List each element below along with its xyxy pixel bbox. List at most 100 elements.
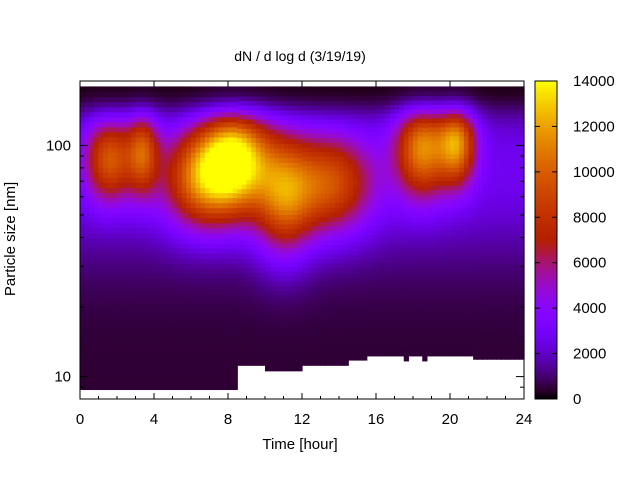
heatmap-cell xyxy=(84,364,90,370)
heatmap-cell xyxy=(269,100,275,106)
heatmap-cell xyxy=(385,319,391,325)
heatmap-cell xyxy=(112,374,118,380)
heatmap-cell xyxy=(191,308,197,315)
heatmap-cell xyxy=(228,268,234,274)
heatmap-cell xyxy=(454,297,460,303)
heatmap-cell xyxy=(158,313,164,320)
heatmap-cell xyxy=(399,189,405,195)
heatmap-cell xyxy=(195,227,201,234)
heatmap-cell xyxy=(371,252,377,258)
heatmap-cell xyxy=(348,118,354,124)
heatmap-cell xyxy=(297,105,303,111)
heatmap-cell xyxy=(306,360,312,366)
heatmap-cell xyxy=(436,117,442,123)
heatmap-cell xyxy=(445,189,451,195)
heatmap-cell xyxy=(426,99,433,105)
heatmap-cell xyxy=(278,309,285,315)
heatmap-cell xyxy=(339,290,345,297)
heatmap-cell xyxy=(204,323,211,330)
heatmap-cell xyxy=(107,288,113,295)
heatmap-cell xyxy=(191,364,197,370)
heatmap-cell xyxy=(315,91,322,97)
heatmap-cell xyxy=(366,207,372,213)
heatmap-cell xyxy=(315,207,322,213)
heatmap-cell xyxy=(144,101,150,108)
heatmap-cell xyxy=(283,257,289,263)
heatmap-cell xyxy=(315,151,322,157)
heatmap-cell xyxy=(84,293,90,300)
heatmap-cell xyxy=(241,346,248,352)
heatmap-cell xyxy=(200,237,206,244)
heatmap-cell xyxy=(422,356,428,362)
heatmap-cell xyxy=(454,301,460,308)
heatmap-cell xyxy=(283,105,289,111)
heatmap-cell xyxy=(218,323,224,330)
heatmap-cell xyxy=(209,227,215,234)
heatmap-cell xyxy=(431,351,437,357)
heatmap-cell xyxy=(93,232,100,239)
heatmap-cell xyxy=(93,126,100,133)
heatmap-cell xyxy=(320,118,326,125)
heatmap-cell xyxy=(260,323,266,329)
heatmap-cell xyxy=(371,122,377,128)
heatmap-cell xyxy=(389,185,396,191)
heatmap-cell xyxy=(167,187,174,194)
heatmap-cell xyxy=(315,225,322,232)
heatmap-cell xyxy=(459,257,465,263)
heatmap-cell xyxy=(459,144,465,150)
heatmap-cell xyxy=(459,126,465,132)
heatmap-cell xyxy=(334,193,340,199)
heatmap-cell xyxy=(371,328,377,334)
heatmap-cell xyxy=(357,95,363,101)
heatmap-cell xyxy=(80,131,86,138)
heatmap-cell xyxy=(417,171,423,177)
heatmap-cell xyxy=(288,152,294,159)
heatmap-cell xyxy=(408,108,414,114)
heatmap-cell xyxy=(329,100,335,106)
heatmap-cell xyxy=(417,99,423,105)
heatmap-cell xyxy=(348,186,354,192)
heatmap-cell xyxy=(260,118,266,125)
heatmap-cell xyxy=(228,121,234,128)
heatmap-cell xyxy=(376,319,382,325)
heatmap-cell xyxy=(228,167,234,173)
heatmap-cell xyxy=(297,143,303,149)
heatmap-cell xyxy=(80,187,86,194)
heatmap-cell xyxy=(394,144,400,150)
heatmap-cell xyxy=(403,251,409,257)
heatmap-cell xyxy=(255,211,261,218)
heatmap-cell xyxy=(422,187,428,193)
heatmap-cell xyxy=(265,219,271,225)
heatmap-cell xyxy=(302,286,308,292)
heatmap-cell xyxy=(228,237,234,244)
heatmap-cell xyxy=(218,101,224,108)
heatmap-cell xyxy=(269,318,275,324)
heatmap-cell xyxy=(329,123,335,129)
heatmap-cell xyxy=(320,151,326,157)
heatmap-cell xyxy=(380,239,386,245)
heatmap-cell xyxy=(329,197,335,204)
heatmap-cell xyxy=(154,318,160,325)
heatmap-cell xyxy=(89,242,95,249)
heatmap-cell xyxy=(181,111,187,118)
heatmap-cell xyxy=(163,328,169,335)
heatmap-cell xyxy=(274,294,280,301)
heatmap-cell xyxy=(140,131,146,138)
heatmap-cell xyxy=(408,221,414,227)
heatmap-cell xyxy=(334,202,340,208)
heatmap-cell xyxy=(320,341,326,348)
heatmap-cell xyxy=(288,290,294,296)
heatmap-cell xyxy=(214,253,220,259)
heatmap-cell xyxy=(339,193,345,199)
heatmap-cell xyxy=(288,233,294,239)
heatmap-cell xyxy=(389,126,396,132)
heatmap-cell xyxy=(292,119,298,125)
heatmap-cell xyxy=(329,202,335,208)
heatmap-cell xyxy=(84,96,90,103)
heatmap-cell xyxy=(154,101,160,108)
heatmap-cell xyxy=(144,298,150,305)
heatmap-cell xyxy=(403,164,409,170)
heatmap-cell xyxy=(445,275,451,281)
heatmap-cell xyxy=(107,141,113,148)
heatmap-cell xyxy=(112,202,118,209)
